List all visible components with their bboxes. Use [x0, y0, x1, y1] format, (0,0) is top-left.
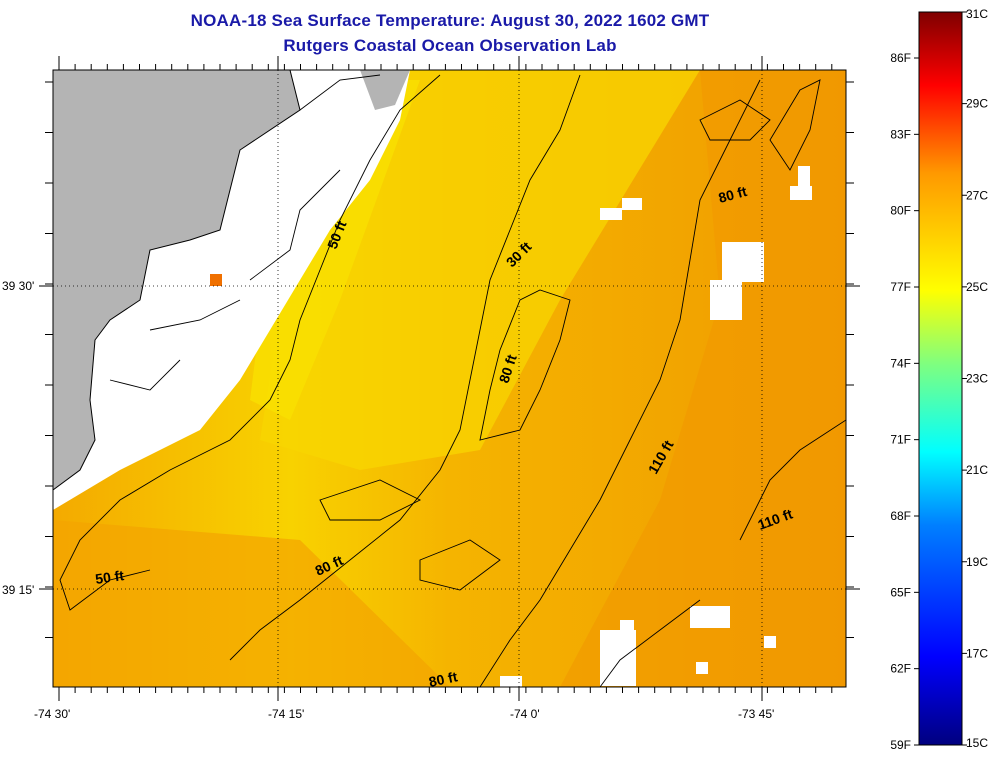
contour-line-ridge — [479, 289, 571, 441]
x-tick-label: -74 30' — [34, 707, 70, 721]
colorbar-label-c: 17C — [966, 646, 988, 660]
contour-label: 80 ft — [427, 668, 459, 690]
contour-line-south — [599, 599, 701, 687]
colorbar-label-c: 27C — [966, 188, 988, 202]
new-jersey-land — [53, 70, 300, 490]
y-tick-label: 39 15' — [2, 583, 34, 597]
colorbar-label-f: 59F — [890, 738, 911, 752]
colorbar-label-c: 15C — [966, 736, 988, 750]
cloud-patch — [600, 208, 622, 220]
land-patch — [360, 70, 410, 110]
colorbar-label-f: 83F — [890, 127, 911, 141]
x-tick-label: -73 45' — [738, 707, 774, 721]
colorbar-label-f: 77F — [890, 280, 911, 294]
colorbar-label-f: 86F — [890, 51, 911, 65]
contour-loop — [319, 479, 422, 521]
contour-line-80ft — [229, 74, 581, 661]
colorbar-label-f: 80F — [890, 204, 911, 218]
coastline — [53, 70, 301, 491]
axis-ticks — [39, 56, 860, 701]
map-title: NOAA-18 Sea Surface Temperature: August … — [190, 11, 710, 30]
contour-line-110ft-b — [739, 419, 846, 541]
colorbar-label-f: 65F — [890, 585, 911, 599]
graticule — [53, 70, 846, 687]
cloud-patch — [764, 636, 776, 648]
cloud-patch — [600, 630, 636, 686]
cloud-patch — [790, 186, 812, 200]
colorbar-label-f: 62F — [890, 662, 911, 676]
coastline-detail — [109, 74, 381, 391]
colorbar-label-f: 68F — [890, 509, 911, 523]
map-area: 50 ft 30 ft 80 ft 80 ft 80 ft 110 ft 110… — [53, 70, 846, 690]
cloud-patch — [722, 242, 764, 282]
contour-loop — [769, 79, 821, 171]
station-marker — [210, 274, 222, 286]
sst-colorbar — [918, 11, 963, 746]
contour-loop — [699, 99, 771, 141]
contour-label: 80 ft — [717, 183, 749, 206]
x-tick-label: -74 0' — [510, 707, 540, 721]
colorbar-label-f: 74F — [890, 356, 911, 370]
cloud-patch — [696, 662, 708, 674]
south-warm-water — [53, 520, 450, 687]
y-tick-label: 39 30' — [2, 279, 34, 293]
cloud-patch — [622, 198, 642, 210]
colorbar-label-c: 31C — [966, 7, 988, 21]
cloud-patch — [710, 280, 742, 320]
contour-label: 50 ft — [94, 567, 125, 587]
offshore-warm-water — [560, 70, 846, 687]
contour-loop — [419, 539, 501, 591]
contour-line-50ft — [59, 74, 441, 611]
cloud-patch — [500, 676, 522, 687]
colorbar-label-c: 25C — [966, 280, 988, 294]
colorbar-label-c: 21C — [966, 463, 988, 477]
cloud-patch — [690, 606, 730, 628]
contour-line-110ft — [479, 79, 761, 687]
map-subtitle: Rutgers Coastal Ocean Observation Lab — [283, 36, 617, 55]
colorbar-label-c: 23C — [966, 372, 988, 386]
colorbar-label-c: 19C — [966, 555, 988, 569]
map-frame — [52, 69, 847, 688]
colorbar-label-f: 71F — [890, 433, 911, 447]
cloud-patch — [620, 620, 634, 634]
cloud-patch — [798, 166, 810, 186]
colorbar-label-c: 29C — [966, 97, 988, 111]
x-tick-label: -74 15' — [268, 707, 304, 721]
colorbar-labels: 86F 83F 80F 77F 74F 71F 68F 65F 62F 59F 31C 29C 27C 2… — [890, 7, 988, 752]
depth-contours — [59, 74, 846, 687]
colorbar-ticks — [914, 11, 967, 746]
